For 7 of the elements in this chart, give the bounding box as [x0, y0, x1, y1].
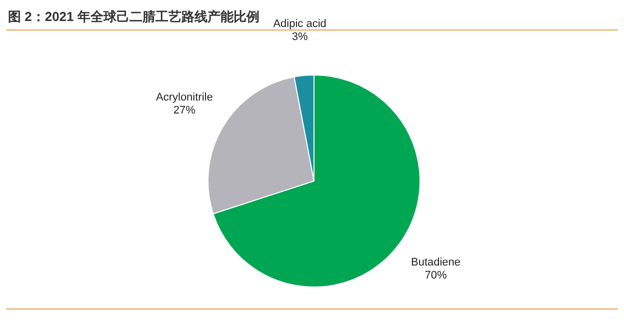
slice-label: Acrylonitrile — [156, 91, 213, 104]
slice-label: Butadiene — [411, 256, 461, 268]
data-label: 70% — [424, 269, 447, 282]
chart-title: 图 2：2021 年全球己二腈工艺路线产能比例 — [8, 9, 260, 24]
data-label: 3% — [292, 31, 308, 44]
slice-label: Adipic acid — [273, 18, 326, 30]
data-label: 27% — [173, 104, 196, 116]
